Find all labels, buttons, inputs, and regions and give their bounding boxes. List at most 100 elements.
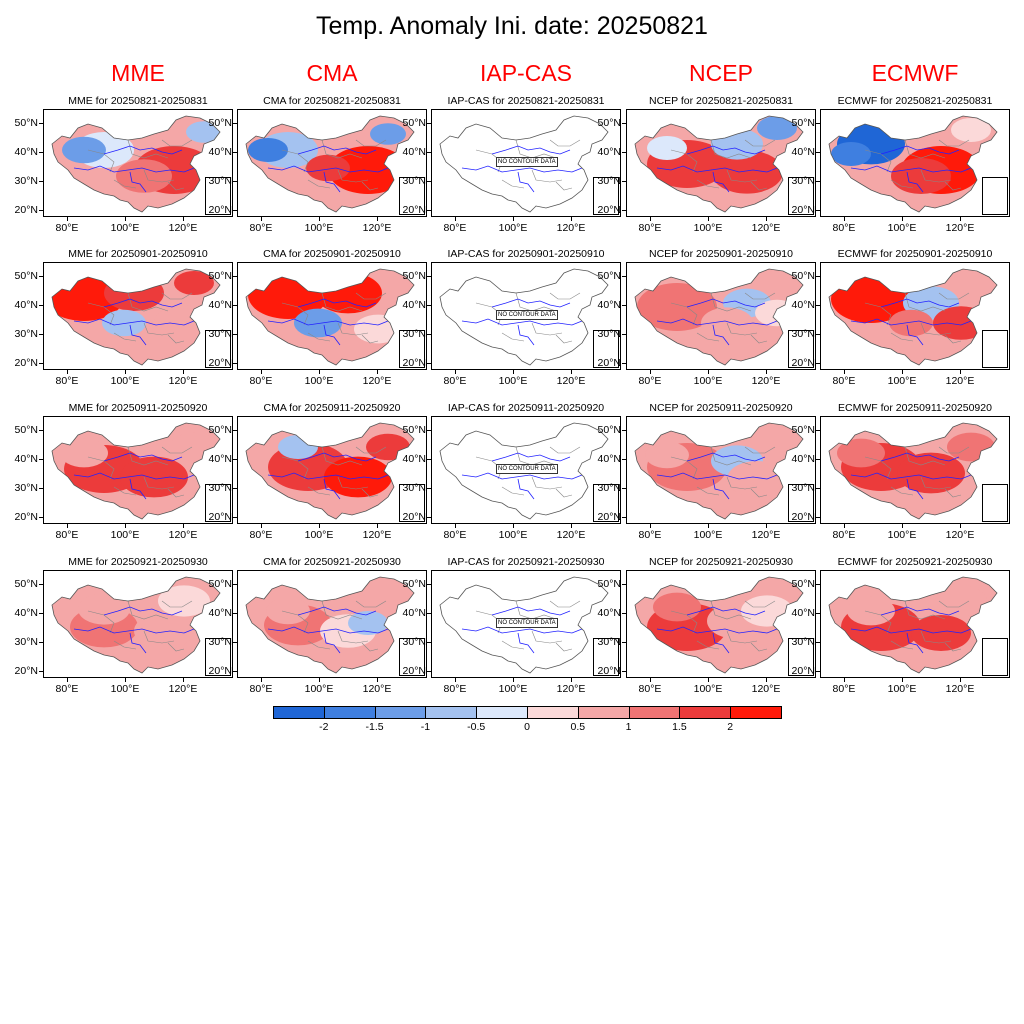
panel-title: IAP-CAS for 20250901-20250910 [447, 248, 605, 260]
river-line [686, 145, 766, 155]
lat-tick [427, 334, 431, 335]
province-boundary [161, 292, 193, 300]
south-china-sea-inset [982, 484, 1008, 522]
anomaly-region [831, 142, 871, 166]
lat-label: 30°N [597, 482, 621, 494]
lon-tick [183, 217, 184, 221]
lat-label: 50°N [597, 117, 621, 129]
province-boundary [127, 600, 169, 620]
lon-tick [766, 217, 767, 221]
province-boundary [920, 476, 952, 490]
country-outline [439, 268, 609, 366]
province-boundary [744, 139, 776, 147]
lat-label: 40°N [791, 607, 815, 619]
province-boundary [143, 322, 175, 336]
colorbar-label: -2 [319, 721, 329, 733]
lon-label: 80°E [638, 683, 662, 695]
lat-label: 40°N [208, 299, 232, 311]
lat-tick [816, 613, 820, 614]
lat-tick [233, 123, 237, 124]
lon-tick [766, 370, 767, 374]
province-boundary [944, 181, 962, 191]
province-boundary [726, 169, 758, 183]
colorbar-box [323, 706, 376, 719]
province-boundary [281, 302, 309, 326]
province-boundary [555, 642, 573, 652]
lat-label: 30°N [597, 328, 621, 340]
lon-label: 100°E [693, 529, 723, 541]
lat-tick [816, 152, 820, 153]
lat-label: 50°N [402, 117, 426, 129]
panel-title: CMA for 20250911-20250920 [263, 402, 401, 414]
lon-label: 80°E [55, 529, 79, 541]
province-boundary [726, 322, 758, 336]
river-line [906, 478, 924, 500]
lat-tick [427, 584, 431, 585]
river-line [880, 298, 960, 308]
lon-tick [455, 678, 456, 682]
province-boundary [501, 179, 525, 189]
river-line [297, 606, 377, 616]
anomaly-region [891, 158, 951, 194]
river-line [906, 632, 924, 654]
province-boundary [696, 486, 720, 496]
map-panel: NCEP for 20250911-20250920 50°N 40°N 30°N 20… [598, 402, 816, 547]
lat-tick [39, 276, 43, 277]
lat-label: 30°N [402, 175, 426, 187]
lon-label: 80°E [638, 375, 662, 387]
south-china-sea-inset [399, 177, 425, 215]
colorbar-label: -1.5 [365, 721, 384, 733]
panel-title: NCEP for 20250911-20250920 [649, 402, 793, 414]
province-boundary [321, 446, 363, 466]
country-outline [828, 115, 998, 213]
anomaly-region [647, 136, 687, 160]
lon-label: 100°E [498, 683, 528, 695]
river-line [73, 472, 195, 480]
lon-label: 120°E [751, 222, 781, 234]
panel-title: NCEP for 20250821-20250831 [648, 95, 793, 107]
lon-tick [960, 524, 961, 528]
lat-tick [816, 123, 820, 124]
lat-label: 20°N [208, 511, 232, 523]
lat-tick [39, 210, 43, 211]
lat-tick [39, 430, 43, 431]
river-line [491, 606, 571, 616]
river-line [103, 452, 183, 462]
colorbar-label: -0.5 [467, 721, 486, 733]
lat-label: 20°N [208, 357, 232, 369]
lon-label: 100°E [304, 222, 334, 234]
lat-tick [233, 210, 237, 211]
province-boundary [127, 292, 169, 312]
lon-label: 100°E [304, 683, 334, 695]
lon-tick [67, 524, 68, 528]
province-boundary [167, 642, 185, 652]
lat-label: 50°N [402, 270, 426, 282]
lat-tick [816, 334, 820, 335]
panel-title: NCEP for 20250901-20250910 [648, 248, 793, 260]
province-boundary [355, 292, 387, 300]
lat-tick [233, 642, 237, 643]
lon-tick [708, 678, 709, 682]
lat-label: 30°N [208, 175, 232, 187]
river-line [880, 452, 960, 462]
lon-tick [513, 678, 514, 682]
map-panel: MME for 20250921-20250930 50°N 40°N 30°N 20°… [15, 556, 233, 701]
model-header-cma: CMA [306, 60, 358, 86]
south-china-sea-inset [788, 638, 814, 676]
river-line [656, 318, 778, 326]
anomaly-region [727, 461, 787, 497]
lat-label: 40°N [791, 453, 815, 465]
province-boundary [670, 302, 698, 326]
panel-title: CMA for 20250921-20250930 [263, 556, 401, 568]
anomaly-region [186, 121, 220, 143]
province-boundary [113, 640, 137, 650]
province-boundary [696, 640, 720, 650]
anomaly-region [645, 441, 689, 469]
province-boundary [307, 640, 331, 650]
panel-title: ECMWF for 20250901-20250910 [837, 248, 993, 260]
lat-tick [427, 488, 431, 489]
province-boundary [904, 446, 946, 466]
lat-tick [622, 363, 626, 364]
province-boundary [938, 139, 970, 147]
lon-label: 80°E [832, 375, 856, 387]
